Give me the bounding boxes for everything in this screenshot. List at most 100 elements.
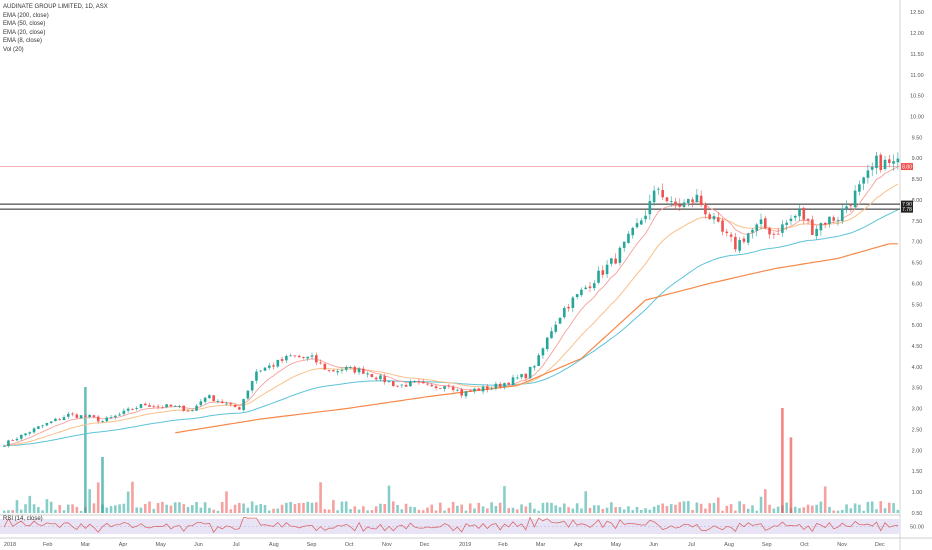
candle-body (558, 317, 562, 324)
candle-body (19, 434, 23, 439)
volume-bar (503, 486, 506, 513)
volume-bar (520, 504, 523, 513)
volume-bar (447, 507, 451, 513)
volume-bar (370, 510, 374, 513)
candle-body (768, 227, 771, 235)
volume-bar (699, 503, 703, 513)
volume-bar (259, 503, 263, 513)
candle-body (293, 355, 297, 357)
candle-body (391, 381, 395, 387)
candle-body (315, 355, 318, 363)
volume-bar (652, 506, 656, 513)
x-tick-label: Jul (233, 542, 240, 548)
volume-bar (678, 502, 682, 513)
legend-ema200: EMA (200, close) (3, 12, 49, 19)
candle-body (92, 415, 96, 417)
candle-body (126, 408, 130, 411)
candle-body (143, 403, 147, 406)
volume-bar (486, 508, 489, 513)
y-tick-label: 8.00 (912, 198, 923, 204)
volume-bar (554, 505, 558, 513)
volume-bar (289, 501, 292, 513)
volume-bar (575, 503, 579, 513)
y-tick-label: 0.50 (912, 511, 923, 517)
ema200-line (175, 243, 898, 434)
price-level-label: 7.90 (902, 202, 912, 208)
candle-body (721, 220, 724, 232)
candle-body (764, 218, 767, 228)
volume-bar (627, 506, 630, 513)
x-tick-label: Dec (875, 542, 885, 548)
candle-body (396, 385, 399, 387)
ema20-line (4, 183, 899, 447)
candle-body (250, 381, 254, 391)
candle-body (725, 231, 729, 234)
volume-bar (216, 510, 220, 513)
candle-body (366, 373, 369, 375)
volume-bar (297, 503, 301, 513)
candle-body (759, 219, 763, 225)
volume-bar (19, 509, 23, 513)
candle-body (199, 401, 203, 406)
volume-bar (776, 506, 780, 513)
candle-body (28, 432, 32, 434)
candle-body (71, 413, 74, 415)
volume-bar (37, 507, 40, 513)
volume-bar (96, 482, 100, 513)
candle-body (302, 357, 305, 358)
volume-bar (225, 491, 228, 513)
volume-bar (178, 502, 181, 513)
volume-bar (182, 504, 186, 513)
volume-bar (879, 501, 883, 513)
volume-bar (126, 491, 130, 513)
volume-bar (135, 507, 138, 513)
volume-bar (165, 504, 168, 513)
candle-body (161, 407, 164, 409)
y-tick-label: 3.00 (912, 407, 923, 413)
volume-bar (708, 503, 712, 513)
candle-body (742, 238, 746, 242)
volume-bar (563, 503, 566, 513)
candle-body (515, 377, 519, 379)
volume-spike-bar (101, 457, 104, 513)
volume-bar (511, 507, 515, 513)
y-tick-label: 8.50 (912, 177, 923, 183)
candle-body (11, 440, 14, 442)
volume-bar (498, 502, 502, 513)
candle-body (340, 370, 344, 371)
candle-body (734, 236, 737, 250)
candle-body (729, 234, 733, 237)
volume-bar (88, 489, 91, 513)
candle-body (434, 386, 438, 389)
candle-body (267, 365, 271, 368)
volume-bar (109, 506, 113, 513)
x-tick-label: Aug (724, 542, 734, 548)
volume-bar (657, 504, 660, 513)
volume-bar (695, 502, 699, 513)
candle-body (639, 220, 643, 225)
candle-body (592, 283, 596, 289)
candle-body (229, 403, 233, 405)
volume-bar (648, 509, 652, 513)
volume-bar (212, 509, 215, 513)
volume-bar (477, 502, 481, 513)
volume-bar (828, 506, 831, 513)
candle-body (37, 426, 40, 429)
volume-bar (528, 502, 532, 513)
candle-body (699, 195, 703, 206)
candle-body (220, 401, 224, 404)
candle-body (173, 406, 177, 407)
candle-body (272, 365, 275, 367)
candle-body (54, 418, 57, 422)
candle-body (610, 258, 613, 264)
volume-bar (152, 508, 156, 513)
x-tick-label: Sep (307, 542, 317, 548)
candle-body (49, 421, 53, 423)
candle-body (524, 373, 528, 379)
candle-body (190, 410, 194, 412)
y-tick-label: 12.50 (910, 10, 924, 16)
candle-body (806, 218, 810, 221)
volume-bar (644, 508, 647, 513)
volume-bar (631, 510, 635, 513)
